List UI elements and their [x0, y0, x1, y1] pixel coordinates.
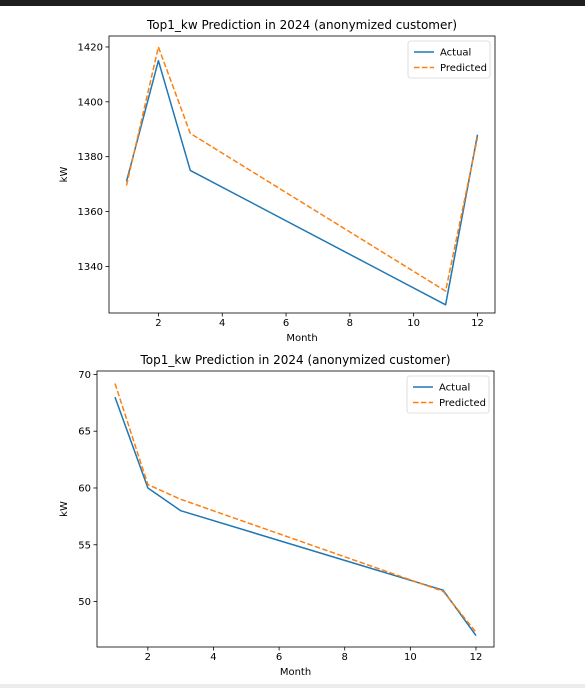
series-line-predicted	[114, 383, 477, 633]
y-tick-label: 1400	[78, 97, 103, 108]
x-tick-label: 8	[342, 652, 348, 663]
x-tick-label: 6	[283, 318, 289, 329]
x-tick-label: 8	[347, 318, 353, 329]
window-top-bar	[0, 0, 585, 6]
y-tick-label: 1420	[78, 42, 103, 53]
y-tick-label: 65	[78, 427, 91, 438]
chart-title: Top1_kw Prediction in 2024 (anonymized c…	[139, 353, 450, 367]
series-line-actual	[114, 396, 477, 637]
chart-top: Top1_kw Prediction in 2024 (anonymized c…	[59, 18, 496, 344]
y-tick-label: 1380	[78, 152, 103, 163]
x-tick-label: 12	[470, 652, 483, 663]
plot-frame	[96, 370, 495, 648]
x-axis-label: Month	[280, 667, 311, 678]
series-line-predicted	[125, 46, 479, 292]
legend-box	[407, 40, 491, 79]
x-tick-label: 2	[145, 652, 151, 663]
x-tick-label: 10	[404, 652, 417, 663]
x-tick-label: 12	[471, 318, 484, 329]
x-tick-label: 4	[210, 652, 216, 663]
x-tick-label: 6	[276, 652, 282, 663]
y-tick-label: 1360	[78, 207, 103, 218]
y-tick-label: 1340	[78, 262, 103, 273]
legend-label-predicted: Predicted	[440, 63, 487, 74]
x-tick-label: 2	[155, 318, 161, 329]
chart-title: Top1_kw Prediction in 2024 (anonymized c…	[146, 18, 457, 32]
chart-bottom: Top1_kw Prediction in 2024 (anonymized c…	[59, 353, 495, 678]
y-tick-label: 60	[78, 483, 91, 494]
y-axis-label: kW	[59, 167, 70, 183]
legend-box	[406, 375, 490, 414]
series-line-actual	[125, 59, 479, 306]
y-axis-label: kW	[59, 501, 70, 517]
legend-label-actual: Actual	[439, 383, 470, 394]
x-tick-label: 4	[219, 318, 225, 329]
x-tick-label: 10	[407, 318, 420, 329]
window-bottom-bar	[0, 684, 585, 688]
x-axis-label: Month	[286, 333, 317, 344]
plot-frame	[108, 35, 496, 314]
legend-label-actual: Actual	[440, 48, 471, 59]
y-tick-label: 55	[78, 540, 91, 551]
y-tick-label: 50	[78, 597, 91, 608]
y-tick-label: 70	[78, 370, 91, 381]
legend-label-predicted: Predicted	[439, 398, 486, 409]
